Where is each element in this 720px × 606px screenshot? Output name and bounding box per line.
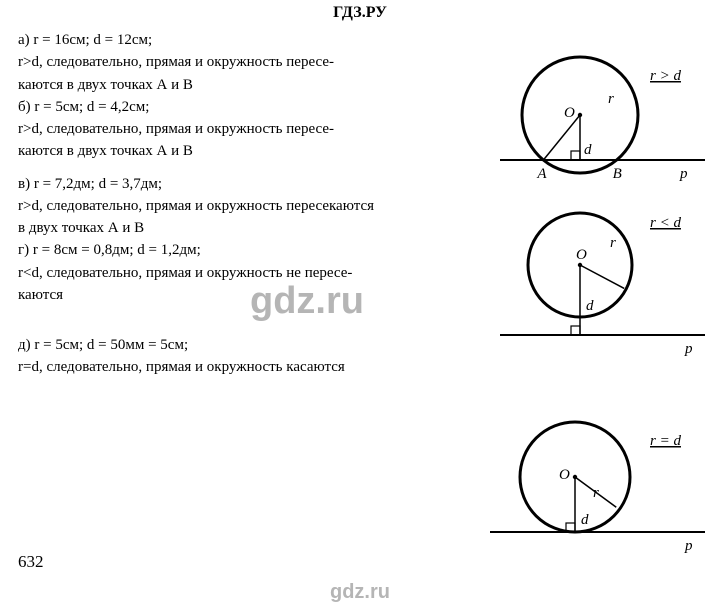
- problem-g-line3: каются: [18, 285, 498, 305]
- svg-text:r < d: r < d: [650, 215, 681, 231]
- content-area: а) r = 16см; d = 12см; r>d, следовательн…: [0, 30, 720, 378]
- svg-text:r: r: [608, 91, 614, 107]
- svg-text:p: p: [684, 538, 693, 554]
- figure-2: O r d p r < d: [500, 205, 710, 365]
- watermark-bottom: gdz.ru: [0, 581, 720, 604]
- svg-text:p: p: [684, 341, 693, 357]
- svg-text:O: O: [559, 467, 570, 483]
- problem-g-line2: r<d, следовательно, прямая и окружность …: [18, 263, 498, 283]
- svg-text:O: O: [564, 105, 575, 121]
- svg-text:d: d: [584, 142, 592, 158]
- svg-text:r = d: r = d: [650, 433, 681, 449]
- text-column: а) r = 16см; d = 12см; r>d, следовательн…: [18, 30, 498, 378]
- problem-v-line3: в двух точках А и В: [18, 218, 498, 238]
- svg-text:B: B: [613, 166, 622, 182]
- problem-g-line1: г) r = 8см = 0,8дм; d = 1,2дм;: [18, 240, 498, 260]
- bottom-number: 632: [18, 552, 44, 572]
- svg-text:d: d: [586, 298, 594, 314]
- site-header: ГДЗ.РУ: [0, 0, 720, 30]
- figure-2-svg: O r d p r < d: [500, 205, 710, 360]
- svg-text:r: r: [593, 485, 599, 501]
- problem-v-line2: r>d, следовательно, прямая и окружность …: [18, 196, 498, 216]
- figure-3: O r d p r = d: [490, 415, 710, 575]
- svg-text:d: d: [581, 512, 589, 528]
- problem-d-line2: r=d, следовательно, прямая и окружность …: [18, 357, 498, 377]
- figure-1-svg: O r d A B p r > d: [500, 50, 710, 200]
- problem-b-line2: r>d, следовательно, прямая и окружность …: [18, 119, 498, 139]
- figure-3-svg: O r d p r = d: [490, 415, 710, 570]
- figure-1: O r d A B p r > d: [500, 50, 710, 205]
- problem-a-line2: r>d, следовательно, прямая и окружность …: [18, 52, 498, 72]
- problem-v-line1: в) r = 7,2дм; d = 3,7дм;: [18, 174, 498, 194]
- svg-text:A: A: [536, 166, 547, 182]
- svg-text:O: O: [576, 247, 587, 263]
- problem-d-line1: д) r = 5см; d = 50мм = 5см;: [18, 335, 498, 355]
- problem-a-line3: каются в двух точках А и В: [18, 75, 498, 95]
- svg-text:r: r: [610, 235, 616, 251]
- problem-b-line1: б) r = 5см; d = 4,2см;: [18, 97, 498, 117]
- problem-a-line1: а) r = 16см; d = 12см;: [18, 30, 498, 50]
- svg-text:p: p: [679, 166, 688, 182]
- svg-text:r > d: r > d: [650, 68, 681, 84]
- problem-b-line3: каются в двух точках А и В: [18, 141, 498, 161]
